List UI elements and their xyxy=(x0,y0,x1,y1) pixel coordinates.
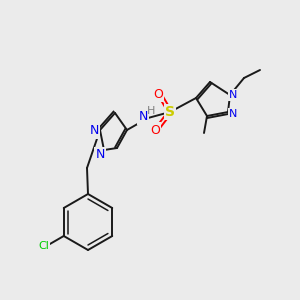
Text: N: N xyxy=(229,109,237,119)
Text: N: N xyxy=(229,90,237,100)
Text: S: S xyxy=(165,105,175,119)
Text: N: N xyxy=(89,124,99,137)
Text: Cl: Cl xyxy=(38,241,49,251)
Text: N: N xyxy=(138,110,148,124)
Text: H: H xyxy=(147,106,155,116)
Text: N: N xyxy=(95,148,105,161)
Text: O: O xyxy=(150,124,160,136)
Text: O: O xyxy=(153,88,163,100)
